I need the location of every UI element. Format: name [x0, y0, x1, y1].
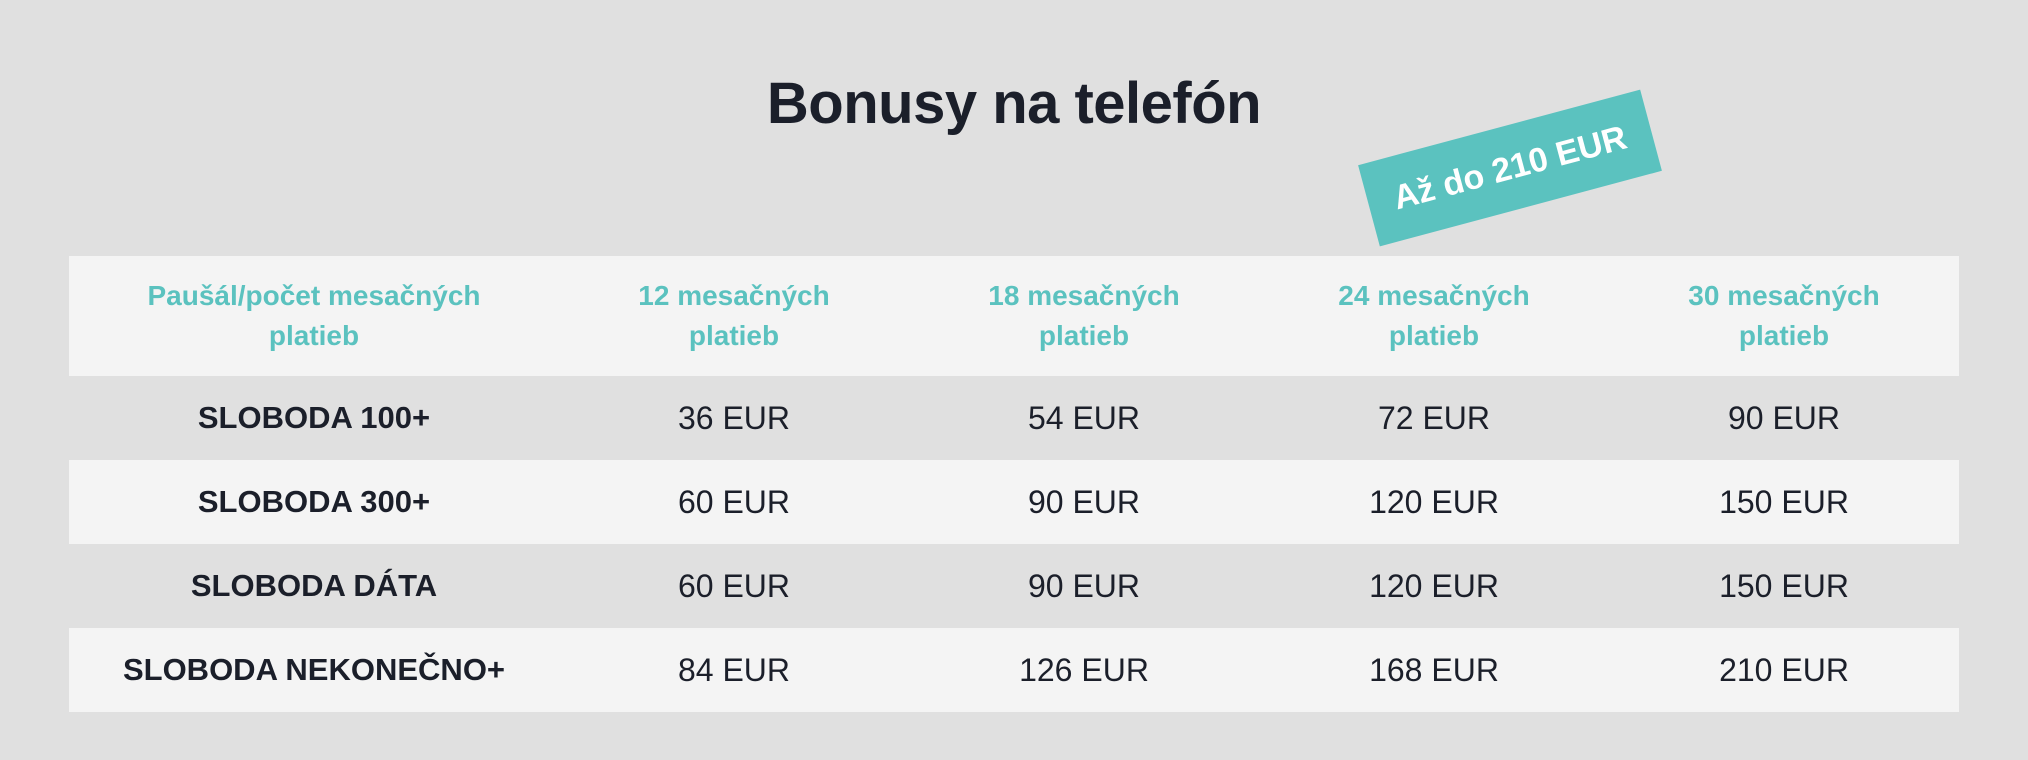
bonus-cell: 90 EUR — [909, 460, 1259, 544]
plan-name: SLOBODA 300+ — [69, 460, 559, 544]
table-row: SLOBODA NEKONEČNO+ 84 EUR 126 EUR 168 EU… — [69, 628, 1959, 712]
plan-name: SLOBODA 100+ — [69, 376, 559, 460]
bonus-cell: 150 EUR — [1609, 460, 1959, 544]
bonus-cell: 60 EUR — [559, 544, 909, 628]
bonus-cell: 120 EUR — [1259, 460, 1609, 544]
bonus-cell: 210 EUR — [1609, 628, 1959, 712]
bonus-cell: 168 EUR — [1259, 628, 1609, 712]
bonus-cell: 90 EUR — [1609, 376, 1959, 460]
plan-name: SLOBODA NEKONEČNO+ — [69, 628, 559, 712]
bonus-cell: 54 EUR — [909, 376, 1259, 460]
header-12-payments: 12 mesačných platieb — [559, 256, 909, 376]
bonus-cell: 60 EUR — [559, 460, 909, 544]
header-18-payments: 18 mesačných platieb — [909, 256, 1259, 376]
bonus-cell: 72 EUR — [1259, 376, 1609, 460]
bonus-cell: 126 EUR — [909, 628, 1259, 712]
table-row: SLOBODA DÁTA 60 EUR 90 EUR 120 EUR 150 E… — [69, 544, 1959, 628]
table-header-row: Paušál/počet mesačných platieb 12 mesačn… — [69, 256, 1959, 376]
table-row: SLOBODA 100+ 36 EUR 54 EUR 72 EUR 90 EUR — [69, 376, 1959, 460]
header-plan-count: Paušál/počet mesačných platieb — [69, 256, 559, 376]
bonus-cell: 90 EUR — [909, 544, 1259, 628]
bonus-cell: 84 EUR — [559, 628, 909, 712]
header-24-payments: 24 mesačných platieb — [1259, 256, 1609, 376]
table-row: SLOBODA 300+ 60 EUR 90 EUR 120 EUR 150 E… — [69, 460, 1959, 544]
plan-name: SLOBODA DÁTA — [69, 544, 559, 628]
bonus-cell: 150 EUR — [1609, 544, 1959, 628]
bonus-table: Paušál/počet mesačných platieb 12 mesačn… — [69, 256, 1959, 712]
bonus-cell: 120 EUR — [1259, 544, 1609, 628]
header-30-payments: 30 mesačných platieb — [1609, 256, 1959, 376]
page-title: Bonusy na telefón — [766, 70, 1262, 136]
bonus-cell: 36 EUR — [559, 376, 909, 460]
